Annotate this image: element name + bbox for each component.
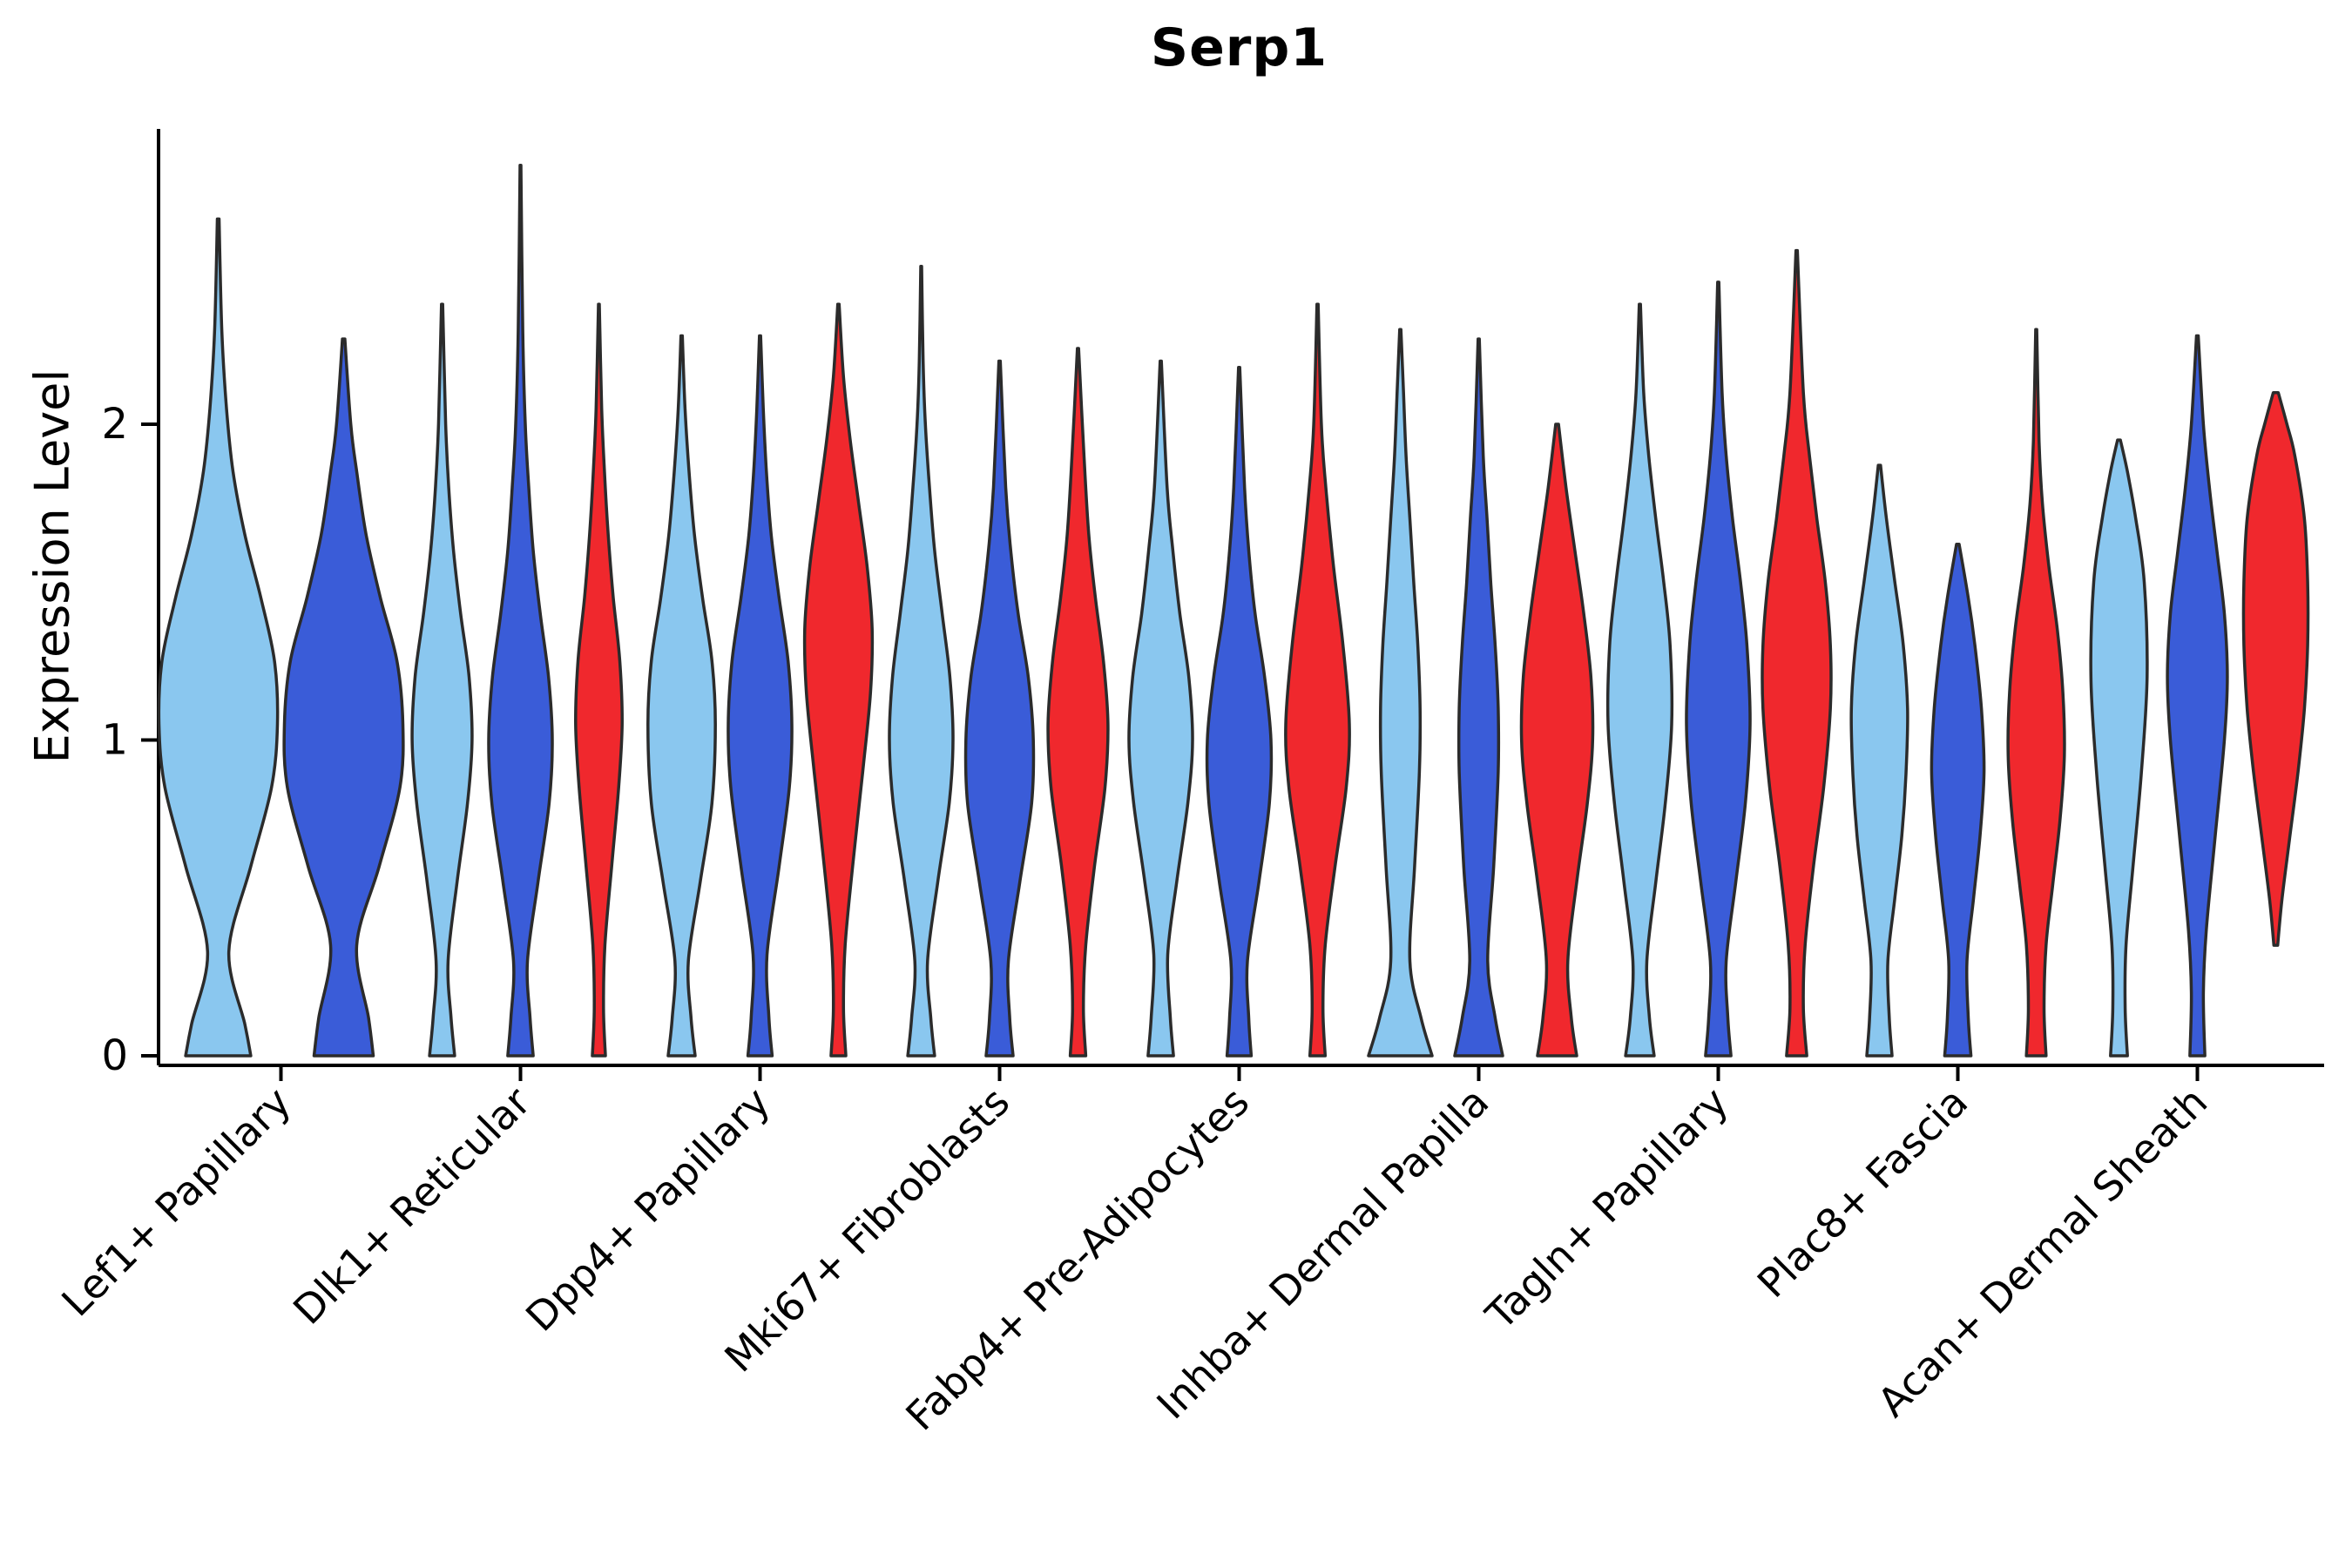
violin-mki67-fibroblasts-red: [1046, 347, 1110, 1058]
x-axis-label: Dlk1+ Reticular: [284, 1078, 539, 1334]
violin-acan-dermal-sheath-dark_blue: [2166, 334, 2229, 1058]
violin-lef1-papillary-dark_blue: [282, 337, 405, 1058]
y-tick-label: 2: [101, 400, 128, 449]
violin-group-tagln-papillary: [1605, 248, 1833, 1058]
violin-mki67-fibroblasts-light_blue: [888, 265, 955, 1058]
violin-tagln-papillary-light_blue: [1605, 302, 1674, 1058]
violin-lef1-papillary-light_blue: [157, 217, 280, 1058]
y-tick-label: 0: [101, 1031, 128, 1080]
x-axis-label: Plac8+ Fascia: [1748, 1078, 1977, 1307]
violin-fabp4-pre-adipocytes-red: [1284, 302, 1351, 1058]
x-axis-label: Lef1+ Papillary: [52, 1078, 300, 1326]
violin-dpp4-papillary-light_blue: [646, 334, 717, 1058]
violin-inhba-dermal-papilla-light_blue: [1367, 328, 1434, 1058]
violin-group-lef1-papillary: [157, 217, 405, 1058]
violin-inhba-dermal-papilla-dark_blue: [1453, 337, 1504, 1058]
violin-dlk1-reticular-red: [574, 302, 624, 1058]
violin-group-acan-dermal-sheath: [2089, 334, 2310, 1058]
violin-group-inhba-dermal-papilla: [1367, 328, 1595, 1058]
violin-fabp4-pre-adipocytes-light_blue: [1127, 359, 1194, 1058]
violin-group-plac8-fascia: [1849, 328, 2066, 1058]
violin-mki67-fibroblasts-dark_blue: [963, 359, 1036, 1058]
violin-fabp4-pre-adipocytes-dark_blue: [1205, 365, 1274, 1058]
violin-plac8-fascia-red: [2006, 328, 2066, 1058]
violin-acan-dermal-sheath-light_blue: [2089, 438, 2149, 1058]
violin-plac8-fascia-light_blue: [1849, 463, 1909, 1058]
violin-dlk1-reticular-dark_blue: [487, 164, 554, 1058]
violin-group-dpp4-papillary: [646, 302, 875, 1058]
violin-group-fabp4-pre-adipocytes: [1127, 302, 1351, 1058]
violin-group-mki67-fibroblasts: [888, 265, 1110, 1058]
y-tick-label: 1: [101, 716, 128, 765]
x-axis-label: Tagln+ Papillary: [1477, 1078, 1738, 1340]
violin-dpp4-papillary-dark_blue: [727, 334, 794, 1058]
violin-acan-dermal-sheath-red: [2241, 391, 2310, 947]
chart-title: Serp1: [1150, 17, 1328, 78]
violin-dpp4-papillary-red: [802, 302, 875, 1058]
violin-plac8-fascia-dark_blue: [1930, 543, 1986, 1058]
violin-tagln-papillary-red: [1761, 248, 1833, 1058]
violin-tagln-papillary-dark_blue: [1685, 280, 1752, 1058]
violin-inhba-dermal-papilla-red: [1519, 422, 1595, 1058]
violin-group-dlk1-reticular: [410, 164, 624, 1058]
violin-dlk1-reticular-light_blue: [410, 302, 474, 1058]
x-axis-label: Dpp4+ Papillary: [517, 1078, 779, 1341]
